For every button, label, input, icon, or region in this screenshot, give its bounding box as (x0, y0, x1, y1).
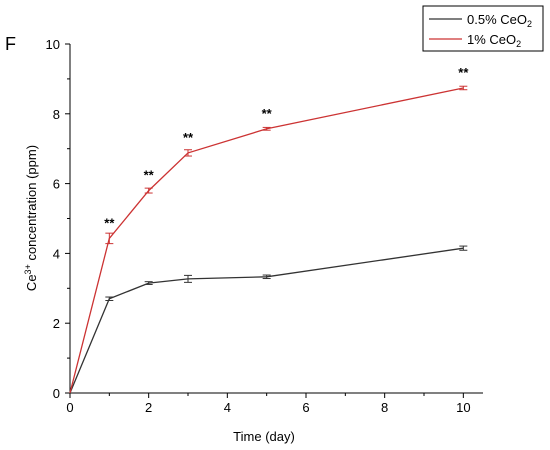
significance-marker: ** (262, 106, 273, 121)
y-tick-label: 4 (53, 246, 60, 261)
error-bar (262, 126, 271, 131)
error-bar (144, 281, 153, 285)
y-tick-label: 0 (53, 386, 60, 401)
x-axis-label: Time (day) (233, 429, 295, 444)
significance-marker: ** (458, 65, 469, 80)
x-tick-label: 10 (456, 400, 470, 415)
y-tick-label: 10 (46, 37, 60, 52)
y-tick-label: 6 (53, 177, 60, 192)
legend-box (422, 5, 544, 52)
error-bar (262, 274, 271, 280)
legend: 0.5% CeO2 1% CeO2 (422, 5, 544, 52)
y-tick-label: 2 (53, 316, 60, 331)
y-axis-ticks: 0 2 4 6 8 10 (46, 37, 70, 401)
x-axis-ticks: 0 2 4 6 8 10 (66, 393, 471, 415)
significance-annotations: ** ** ** ** ** (104, 65, 469, 230)
x-tick-label: 6 (302, 400, 309, 415)
error-bar (459, 245, 468, 251)
error-bar (184, 149, 192, 157)
series-line-0 (69, 247, 464, 394)
y-axis-label: Ce3+ concentration (ppm) (23, 145, 39, 291)
error-bar (105, 232, 114, 245)
error-bar (144, 187, 153, 194)
series-line-1 (69, 87, 464, 394)
y-tick-label: 8 (53, 107, 60, 122)
panel-letter: F (5, 34, 16, 54)
significance-marker: ** (144, 168, 155, 183)
x-tick-label: 8 (381, 400, 388, 415)
error-bar (459, 85, 468, 91)
significance-marker: ** (183, 130, 194, 145)
x-tick-label: 4 (224, 400, 231, 415)
x-tick-label: 0 (66, 400, 73, 415)
series-layer (69, 85, 468, 394)
significance-marker: ** (104, 215, 115, 230)
error-bar (184, 274, 192, 283)
x-tick-label: 2 (145, 400, 152, 415)
legend-label-1pct: 1% CeO2 (467, 32, 521, 49)
legend-label-0.5pct: 0.5% CeO2 (467, 12, 532, 29)
error-bar (105, 296, 114, 302)
